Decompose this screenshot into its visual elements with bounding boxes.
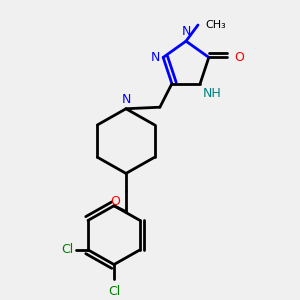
- Text: N: N: [151, 51, 160, 64]
- Text: N: N: [121, 93, 131, 106]
- Text: CH₃: CH₃: [206, 20, 226, 30]
- Text: NH: NH: [203, 87, 222, 100]
- Text: O: O: [234, 51, 244, 64]
- Text: Cl: Cl: [61, 243, 73, 256]
- Text: O: O: [110, 196, 120, 208]
- Text: N: N: [181, 25, 191, 38]
- Text: Cl: Cl: [108, 285, 120, 298]
